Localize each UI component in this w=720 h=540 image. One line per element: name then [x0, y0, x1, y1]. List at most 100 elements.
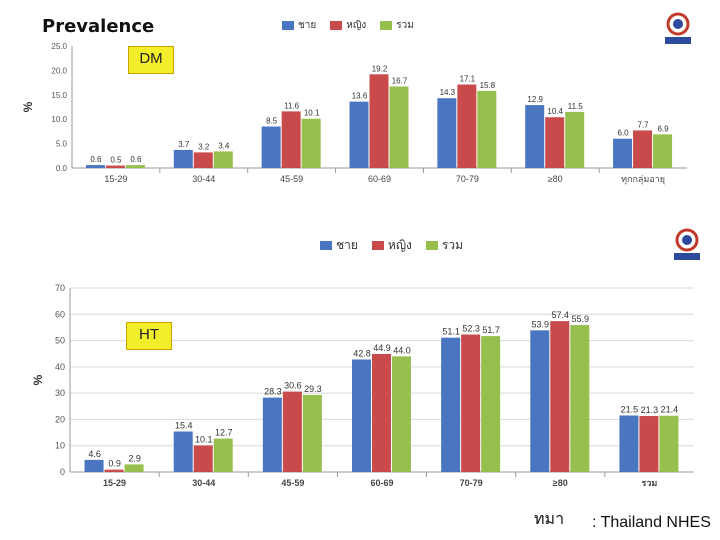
dm-bar-total	[653, 134, 673, 168]
dm-legend-label-total: รวม	[396, 20, 414, 31]
ht-bar-total	[659, 415, 679, 472]
ht-value-label-total: 55.9	[572, 314, 590, 324]
dm-value-label-total: 0.6	[130, 155, 142, 164]
page-title: Prevalence	[42, 16, 155, 37]
ht-value-label-male: 28.3	[264, 387, 282, 397]
ht-value-label-female: 30.6	[284, 381, 302, 391]
dm-y-tick-label: 5.0	[56, 140, 68, 149]
ht-bar-male	[173, 431, 193, 472]
ht-y-axis-label: %	[31, 374, 45, 385]
ht-bar-female	[193, 445, 213, 472]
ht-value-label-female: 52.3	[462, 324, 480, 334]
ht-legend-swatch-total	[425, 241, 438, 250]
dm-legend-item-female: หญิง	[330, 18, 366, 33]
dm-bar-female	[457, 84, 477, 168]
dm-value-label-male: 8.5	[266, 117, 278, 126]
dm-category-label: 30-44	[192, 174, 215, 184]
dm-value-label-female: 7.7	[638, 120, 650, 129]
dm-bar-female	[545, 117, 565, 168]
dm-value-label-female: 17.1	[460, 75, 476, 84]
dm-bar-total	[565, 111, 585, 168]
ht-y-tick-label: 0	[60, 467, 65, 477]
ht-value-label-male: 21.5	[621, 404, 639, 414]
ht-bar-total	[124, 464, 144, 472]
dm-bar-total	[477, 90, 497, 168]
dm-category-label: 70-79	[456, 174, 479, 184]
dm-legend-swatch-male	[282, 21, 294, 30]
dm-category-label: ≥80	[548, 174, 563, 184]
dm-bar-male	[261, 126, 281, 168]
dm-bar-male	[613, 138, 633, 168]
ht-y-tick-label: 10	[55, 441, 65, 451]
ht-category-label: 60-69	[370, 478, 393, 488]
dm-chart-title: DM	[128, 46, 174, 74]
ht-bar-total	[213, 438, 233, 472]
nhes-logo-icon	[674, 228, 700, 260]
dm-bar-female	[105, 165, 125, 168]
dm-legend-label-female: หญิง	[346, 20, 367, 31]
ht-legend-label-male: ชาย	[336, 238, 358, 252]
dm-bar-male	[349, 101, 369, 168]
source-prefix: ทมา	[534, 511, 565, 528]
ht-bar-female	[461, 334, 481, 472]
ht-value-label-female: 57.4	[552, 310, 570, 320]
dm-y-tick-label: 25.0	[51, 42, 67, 51]
ht-value-label-female: 0.9	[108, 459, 121, 469]
dm-legend-item-total: รวม	[380, 18, 414, 33]
dm-legend: ชาย หญิง รวม	[282, 18, 414, 33]
ht-bar-total	[481, 336, 501, 472]
ht-value-label-female: 21.3	[641, 405, 659, 415]
ht-bar-male	[530, 330, 550, 472]
ht-category-label: 70-79	[460, 478, 483, 488]
dm-value-label-total: 6.9	[658, 124, 670, 133]
dm-bar-male	[525, 105, 545, 168]
ht-value-label-total: 29.3	[304, 384, 322, 394]
dm-value-label-male: 0.6	[90, 155, 102, 164]
dm-bar-total	[389, 86, 409, 168]
dm-chart: % 0.0 5.0 10.0 15.0 20.0 25.0 15-29 0.6 0.5 0.6 30-…	[22, 42, 687, 185]
dm-category-label: ทุกกลุ่มอายุ	[621, 174, 665, 185]
ht-y-tick-label: 30	[55, 388, 65, 398]
dm-bar-total	[301, 118, 321, 168]
ht-category-label: 15-29	[103, 478, 126, 488]
ht-bar-female	[104, 469, 124, 472]
dm-value-label-total: 15.8	[480, 81, 496, 90]
ht-bar-male	[262, 397, 282, 472]
dm-y-axis-label: %	[22, 101, 35, 112]
dm-value-label-male: 3.7	[178, 140, 190, 149]
ht-legend-item-male: ชาย	[320, 236, 358, 255]
ht-y-tick-label: 50	[55, 336, 65, 346]
nhes-logo-icon	[665, 12, 691, 44]
dm-bar-male	[437, 98, 457, 168]
ht-bar-total	[302, 394, 322, 472]
dm-y-tick-label: 10.0	[51, 115, 67, 124]
ht-chart: %01020304050607015-294.60.92.930-4415.41…	[31, 283, 694, 488]
ht-legend-item-female: หญิง	[371, 236, 412, 255]
dm-value-label-total: 11.5	[568, 102, 584, 111]
ht-value-label-male: 15.4	[175, 421, 193, 431]
ht-bar-female	[639, 416, 659, 472]
ht-bar-female	[282, 391, 302, 472]
ht-bar-male	[84, 459, 104, 472]
ht-bar-female	[550, 321, 570, 472]
dm-value-label-male: 6.0	[618, 129, 630, 138]
dm-bar-total	[125, 165, 145, 168]
ht-category-label: รวม	[642, 478, 658, 488]
ht-legend-label-total: รวม	[441, 238, 464, 252]
dm-value-label-male: 12.9	[527, 95, 543, 104]
source-label: : Thailand NHES	[592, 514, 711, 531]
dm-value-label-total: 3.4	[218, 141, 230, 150]
dm-value-label-male: 13.6	[352, 92, 368, 101]
ht-value-label-female: 10.1	[195, 434, 213, 444]
dm-value-label-female: 3.2	[198, 142, 210, 151]
ht-value-label-total: 2.9	[128, 453, 141, 463]
dm-value-label-female: 0.5	[110, 156, 122, 165]
ht-category-label: 45-59	[281, 478, 304, 488]
dm-legend-label-male: ชาย	[298, 20, 317, 31]
dm-legend-swatch-female	[330, 21, 343, 30]
dm-bar-male	[173, 149, 193, 168]
ht-bar-total	[570, 325, 590, 472]
dm-bar-female	[193, 152, 213, 168]
ht-value-label-total: 51.7	[482, 325, 500, 335]
ht-legend: ชาย หญิง รวม	[320, 236, 463, 255]
